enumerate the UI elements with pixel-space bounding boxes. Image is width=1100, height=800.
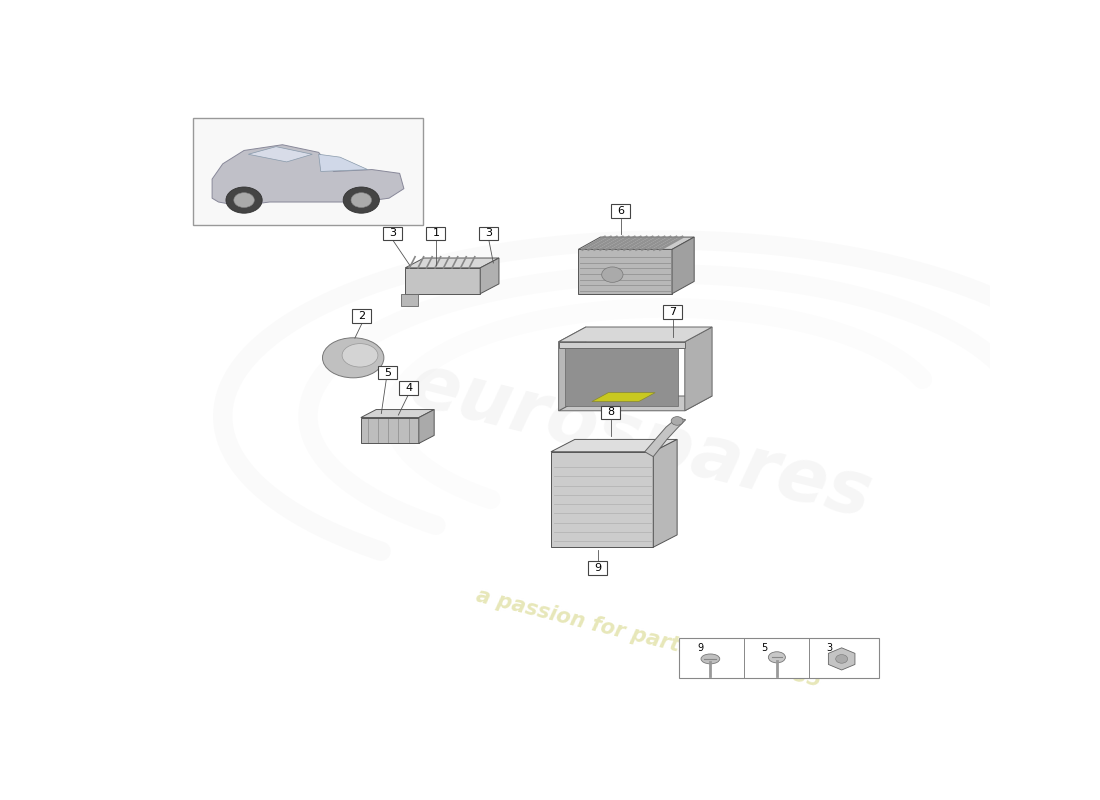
Circle shape	[226, 187, 262, 213]
FancyBboxPatch shape	[192, 118, 424, 226]
FancyBboxPatch shape	[612, 205, 630, 218]
Text: 7: 7	[669, 307, 676, 318]
Polygon shape	[361, 410, 434, 418]
Polygon shape	[405, 258, 499, 268]
Text: 9: 9	[697, 643, 704, 653]
FancyBboxPatch shape	[663, 306, 682, 319]
Ellipse shape	[342, 344, 378, 367]
Text: 2: 2	[359, 311, 365, 321]
Text: 3: 3	[389, 228, 396, 238]
Ellipse shape	[701, 654, 719, 664]
Polygon shape	[249, 146, 312, 162]
Text: 1: 1	[432, 228, 439, 238]
FancyBboxPatch shape	[588, 562, 607, 575]
Polygon shape	[685, 327, 712, 410]
Circle shape	[671, 417, 683, 426]
Polygon shape	[212, 145, 404, 206]
Polygon shape	[579, 237, 694, 250]
Polygon shape	[559, 396, 712, 410]
FancyBboxPatch shape	[602, 406, 620, 419]
FancyBboxPatch shape	[679, 638, 879, 678]
FancyBboxPatch shape	[427, 226, 446, 240]
Polygon shape	[653, 439, 678, 547]
Polygon shape	[551, 439, 678, 452]
Polygon shape	[481, 258, 499, 294]
FancyBboxPatch shape	[399, 382, 418, 394]
Circle shape	[836, 654, 848, 663]
Polygon shape	[319, 154, 367, 171]
Text: 6: 6	[617, 206, 625, 216]
Text: 9: 9	[594, 563, 602, 573]
Text: 3: 3	[826, 643, 833, 653]
Text: 5: 5	[761, 643, 768, 653]
Polygon shape	[559, 327, 712, 342]
Polygon shape	[361, 418, 419, 443]
Polygon shape	[559, 342, 685, 348]
FancyBboxPatch shape	[480, 226, 498, 240]
Ellipse shape	[768, 652, 785, 663]
Circle shape	[234, 193, 254, 207]
Ellipse shape	[322, 338, 384, 378]
Polygon shape	[400, 294, 418, 306]
Circle shape	[343, 187, 379, 213]
FancyBboxPatch shape	[378, 366, 397, 379]
FancyBboxPatch shape	[383, 226, 402, 240]
Polygon shape	[419, 410, 435, 443]
Polygon shape	[592, 393, 656, 402]
Text: eurospares: eurospares	[402, 348, 879, 534]
Polygon shape	[565, 348, 678, 406]
Text: 5: 5	[384, 367, 390, 378]
FancyBboxPatch shape	[352, 309, 371, 322]
Polygon shape	[405, 268, 481, 294]
Polygon shape	[645, 418, 685, 457]
Polygon shape	[672, 237, 694, 294]
Polygon shape	[551, 452, 653, 547]
Circle shape	[351, 193, 372, 207]
Text: 4: 4	[405, 383, 412, 393]
Text: 8: 8	[607, 407, 614, 418]
Text: 3: 3	[485, 228, 492, 238]
Ellipse shape	[602, 267, 623, 282]
Text: a passion for parts since 1985: a passion for parts since 1985	[474, 586, 824, 690]
Polygon shape	[559, 327, 586, 410]
Polygon shape	[579, 250, 672, 294]
